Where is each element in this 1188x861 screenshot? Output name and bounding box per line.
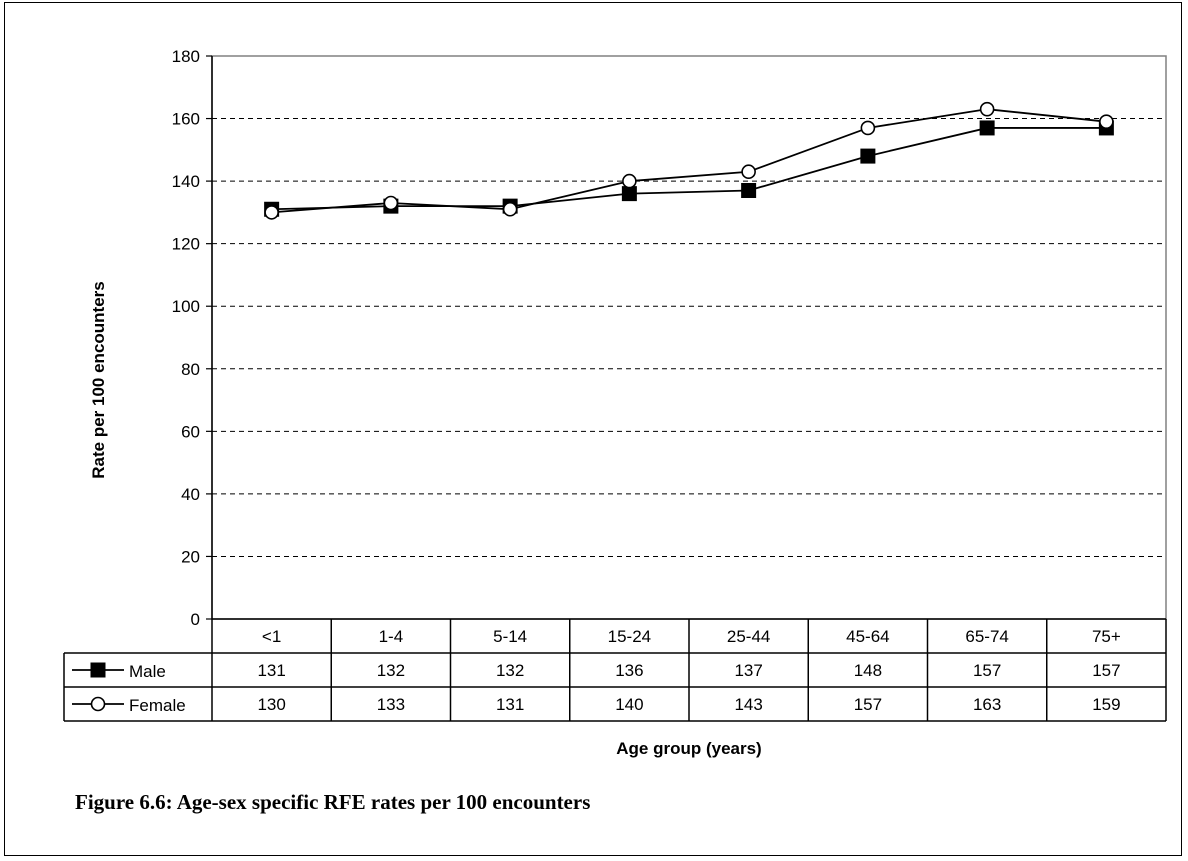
y-tick-label: 120: [172, 235, 200, 254]
gridlines: [211, 55, 1167, 620]
x-tick-label: <1: [262, 627, 281, 646]
y-axis-title: Rate per 100 encounters: [89, 281, 108, 478]
x-tick-label: 25-44: [727, 627, 770, 646]
table-cell-value: 157: [973, 661, 1001, 680]
x-tick-label: 5-14: [493, 627, 527, 646]
plot-area: [211, 55, 1167, 620]
legend-label: Male: [129, 662, 166, 681]
series-line-male: [271, 127, 1107, 211]
table-cell-value: 159: [1092, 695, 1120, 714]
legend-key-marker: [90, 662, 106, 678]
table-cell-value: 132: [377, 661, 405, 680]
table-cell-value: 140: [615, 695, 643, 714]
table-cell-value: 137: [734, 661, 762, 680]
figure-caption: Figure 6.6: Age-sex specific RFE rates p…: [75, 790, 591, 814]
data-point-male: [741, 182, 757, 198]
legend-key-marker: [90, 696, 106, 712]
data-point-female: [502, 201, 518, 217]
table-cell-value: 148: [854, 661, 882, 680]
y-tick-label: 180: [172, 47, 200, 66]
data-point-female: [979, 101, 995, 117]
table-cell-value: 131: [257, 661, 285, 680]
table-cell-value: 157: [854, 695, 882, 714]
data-point-male: [860, 148, 876, 164]
x-tick-label: 1-4: [379, 627, 404, 646]
table-cell-value: 143: [734, 695, 762, 714]
table-cell-value: 132: [496, 661, 524, 680]
legend-label: Female: [129, 696, 186, 715]
data-point-female: [383, 195, 399, 211]
x-tick-label: 15-24: [608, 627, 651, 646]
data-point-male: [979, 120, 995, 136]
y-tick-label: 80: [181, 360, 200, 379]
series-line-female: [271, 108, 1107, 214]
table-cell-value: 130: [257, 695, 285, 714]
series-markers: [264, 101, 1114, 220]
x-axis-title: Age group (years): [616, 739, 761, 758]
data-point-male: [621, 186, 637, 202]
table-cell-value: 163: [973, 695, 1001, 714]
x-tick-label: 75+: [1092, 627, 1121, 646]
data-point-female: [860, 120, 876, 136]
y-tick-label: 140: [172, 172, 200, 191]
table-cell-value: 131: [496, 695, 524, 714]
y-tick-label: 60: [181, 422, 200, 441]
table-cell-value: 133: [377, 695, 405, 714]
table-cell-value: 157: [1092, 661, 1120, 680]
x-tick-label: 65-74: [965, 627, 1008, 646]
y-tick-label: 100: [172, 297, 200, 316]
data-point-female: [264, 205, 279, 220]
y-axis-ticks: 0 20 40 60 80 100 120 140 160 180: [172, 47, 213, 629]
x-tick-label: 45-64: [846, 627, 889, 646]
table-cell-value: 136: [615, 661, 643, 680]
series-lines: [271, 108, 1107, 214]
data-point-female: [622, 173, 637, 189]
data-table: <1 1-4 5-14 15-24 25-44 45-64 65-74 75+ Male 131 1…: [63, 618, 1167, 722]
y-tick-label: 20: [181, 547, 200, 566]
y-tick-label: 40: [181, 485, 200, 504]
data-point-female: [1099, 114, 1114, 129]
figure-frame: [4, 2, 1182, 856]
y-tick-label: 160: [172, 110, 200, 129]
data-point-female: [741, 164, 756, 180]
y-tick-label: 0: [191, 610, 200, 629]
